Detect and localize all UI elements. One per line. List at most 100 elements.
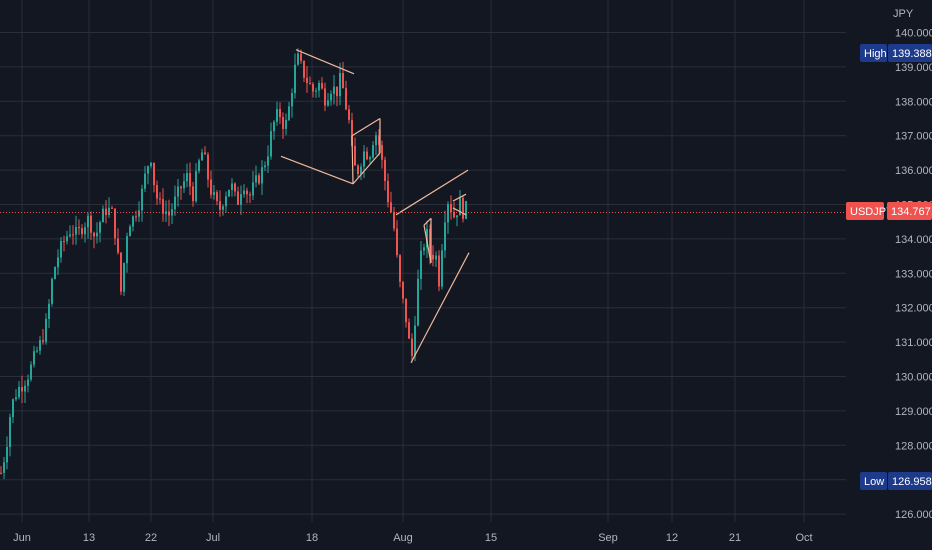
candle-body — [156, 185, 158, 199]
candle-body — [291, 93, 293, 107]
candle-body — [189, 173, 191, 187]
candle-body — [390, 202, 392, 212]
time-tick-label: Jun — [13, 532, 31, 544]
candle-body — [132, 216, 134, 227]
candle-body — [300, 53, 302, 61]
price-tick-label: 139.000 — [895, 62, 932, 74]
low-value: 126.958 — [892, 476, 932, 488]
candle-body — [63, 241, 65, 243]
candle-body — [375, 135, 377, 146]
candle-body — [213, 192, 215, 195]
candle-body — [249, 194, 251, 196]
candle-body — [153, 162, 155, 186]
trendline[interactable] — [395, 169, 469, 216]
candle-body — [306, 77, 308, 84]
trendline[interactable] — [352, 152, 381, 185]
candle-body — [420, 250, 422, 279]
candle-body — [48, 303, 50, 319]
time-tick-label: 15 — [485, 532, 497, 544]
price-tick-label: 126.000 — [895, 509, 932, 521]
trendline[interactable] — [295, 49, 355, 75]
price-tick-label: 129.000 — [895, 406, 932, 418]
candle-body — [36, 350, 38, 352]
last-price-value: 134.767 — [891, 206, 931, 218]
candle-body — [105, 208, 107, 216]
candle-body — [108, 207, 110, 216]
candle-body — [81, 228, 83, 235]
time-tick-label: 22 — [145, 532, 157, 544]
candle-body — [141, 188, 143, 211]
candle-body — [78, 227, 80, 229]
candle-body — [315, 90, 317, 92]
candle-body — [99, 222, 101, 233]
candle-body — [87, 215, 89, 228]
drawing-layer[interactable] — [280, 49, 470, 364]
symbol-price-badge: USDJPY 134.767 — [846, 202, 932, 220]
time-tick-label: 21 — [729, 532, 741, 544]
candle-body — [447, 204, 449, 223]
price-axis[interactable]: 126.000127.000128.000129.000130.000131.0… — [895, 28, 932, 522]
candle-body — [234, 183, 236, 192]
candle-body — [414, 325, 416, 356]
trendline[interactable] — [280, 155, 354, 185]
price-tick-label: 131.000 — [895, 337, 932, 349]
candle-body — [144, 173, 146, 189]
candle-body — [228, 189, 230, 197]
candle-body — [168, 211, 170, 216]
candle-body — [207, 154, 209, 180]
candle-body — [393, 211, 395, 229]
candle-body — [201, 152, 203, 161]
candle-body — [360, 166, 362, 175]
candle-body — [276, 109, 278, 122]
candle-body — [72, 234, 74, 236]
candle-body — [450, 204, 452, 212]
trendline[interactable] — [410, 252, 470, 364]
high-label-badge: High 139.388 — [860, 44, 932, 62]
candle-body — [51, 278, 53, 304]
candle-body — [363, 151, 365, 167]
candle-body — [438, 255, 440, 287]
candle-body — [324, 88, 326, 106]
trendline[interactable] — [351, 135, 354, 184]
candle-body — [60, 241, 62, 258]
candle-body — [219, 201, 221, 210]
candle-body — [459, 197, 461, 216]
candle-body — [294, 64, 296, 94]
high-label: High — [864, 48, 887, 60]
trendline[interactable] — [351, 117, 381, 137]
high-value: 139.388 — [892, 48, 932, 60]
candle-body — [15, 397, 17, 400]
candle-body — [435, 255, 437, 260]
candle-body — [318, 83, 320, 91]
candle-body — [129, 226, 131, 237]
trendline[interactable] — [423, 217, 432, 226]
trendline[interactable] — [452, 207, 467, 216]
trendline[interactable] — [452, 193, 467, 202]
time-axis[interactable]: Jun 13 22 Jul 18 Aug 15 Sep 12 21 Oct — [13, 532, 812, 544]
candle-body — [195, 171, 197, 202]
candle-body — [111, 207, 113, 209]
candle-body — [84, 227, 86, 235]
candle-body — [264, 165, 266, 168]
time-tick-label: 13 — [83, 532, 95, 544]
candle-body — [162, 199, 164, 214]
candle-body — [462, 197, 464, 219]
candle-body — [387, 180, 389, 203]
candle-body — [357, 165, 359, 175]
candle-body — [66, 236, 68, 242]
candle-body — [351, 119, 353, 146]
candle-body — [402, 281, 404, 299]
candle-body — [3, 462, 5, 473]
trendline[interactable] — [423, 225, 432, 264]
candle-body — [150, 162, 152, 167]
candle-body — [117, 238, 119, 253]
price-tick-label: 130.000 — [895, 372, 932, 384]
candle-body — [309, 83, 311, 85]
candle-body — [192, 186, 194, 202]
currency-label: JPY — [893, 8, 914, 20]
price-tick-label: 132.000 — [895, 303, 932, 315]
candle-body — [321, 83, 323, 89]
candle-body — [330, 93, 332, 101]
